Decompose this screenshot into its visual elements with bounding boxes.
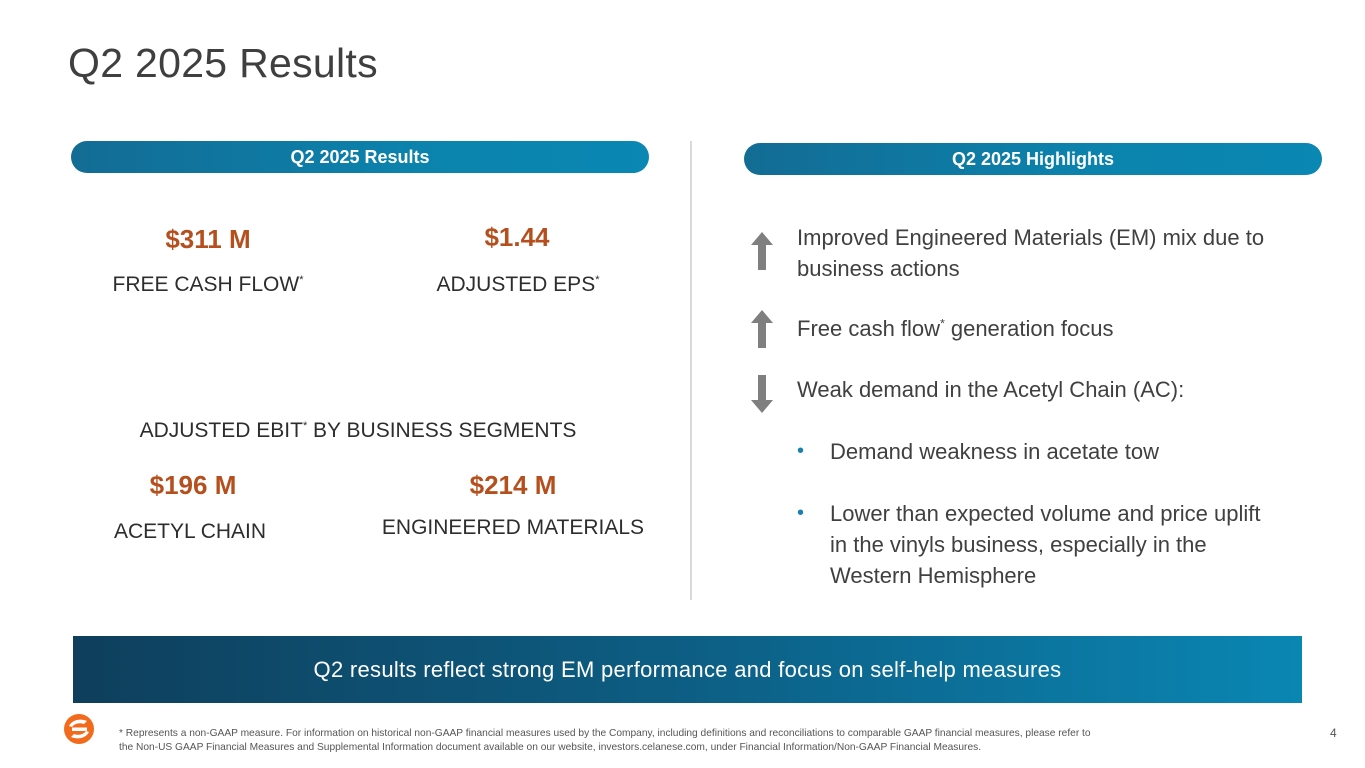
page-number: 4 [1330,726,1337,740]
adjusted-eps-label: ADJUSTED EPS* [436,273,600,296]
engineered-materials-value: $214 M [469,470,557,500]
engineered-materials-metric: $214 M [413,470,613,500]
adjusted-eps-value: $1.44 [484,222,550,252]
acetyl-chain-label: ACETYL CHAIN [113,520,267,543]
summary-banner: Q2 results reflect strong EM performance… [73,636,1302,703]
celanese-logo-icon [64,714,94,744]
highlight-free-cash-flow: Free cash flow* generation focus [797,316,1114,341]
footnote-mark: * [595,274,600,286]
footnote-mark: * [940,316,945,331]
results-header-pill: Q2 2025 Results [71,141,649,173]
arrow-down-icon [751,375,773,413]
engineered-materials-label: ENGINEERED MATERIALS [381,516,645,539]
bullet-vinyls: Lower than expected volume and price upl… [830,501,1261,588]
arrow-up-icon [751,310,773,348]
page-title: Q2 2025 Results [68,40,378,86]
column-divider [690,141,692,600]
footnote-mark: * [299,274,304,286]
arrow-up-icon [751,232,773,270]
acetyl-chain-metric: $196 M [93,470,293,500]
adjusted-eps-metric: $1.44 [417,222,617,252]
highlight-em-mix: Improved Engineered Materials (EM) mix d… [797,225,1265,281]
free-cash-flow-label: FREE CASH FLOW* [112,273,304,296]
bullet-dot: • [797,502,805,524]
bullet-acetate-tow: Demand weakness in acetate tow [830,439,1159,464]
free-cash-flow-metric: $311 M [108,224,308,254]
free-cash-flow-value: $311 M [165,224,251,254]
bullet-dot: • [797,440,805,462]
footnote: * Represents a non-GAAP measure. For inf… [119,728,1091,753]
highlight-weak-demand: Weak demand in the Acetyl Chain (AC): [797,377,1185,402]
acetyl-chain-value: $196 M [149,470,237,500]
highlights-header-pill: Q2 2025 Highlights [744,143,1322,175]
segments-heading: ADJUSTED EBIT* BY BUSINESS SEGMENTS [139,419,577,442]
footnote-mark: * [302,420,308,432]
